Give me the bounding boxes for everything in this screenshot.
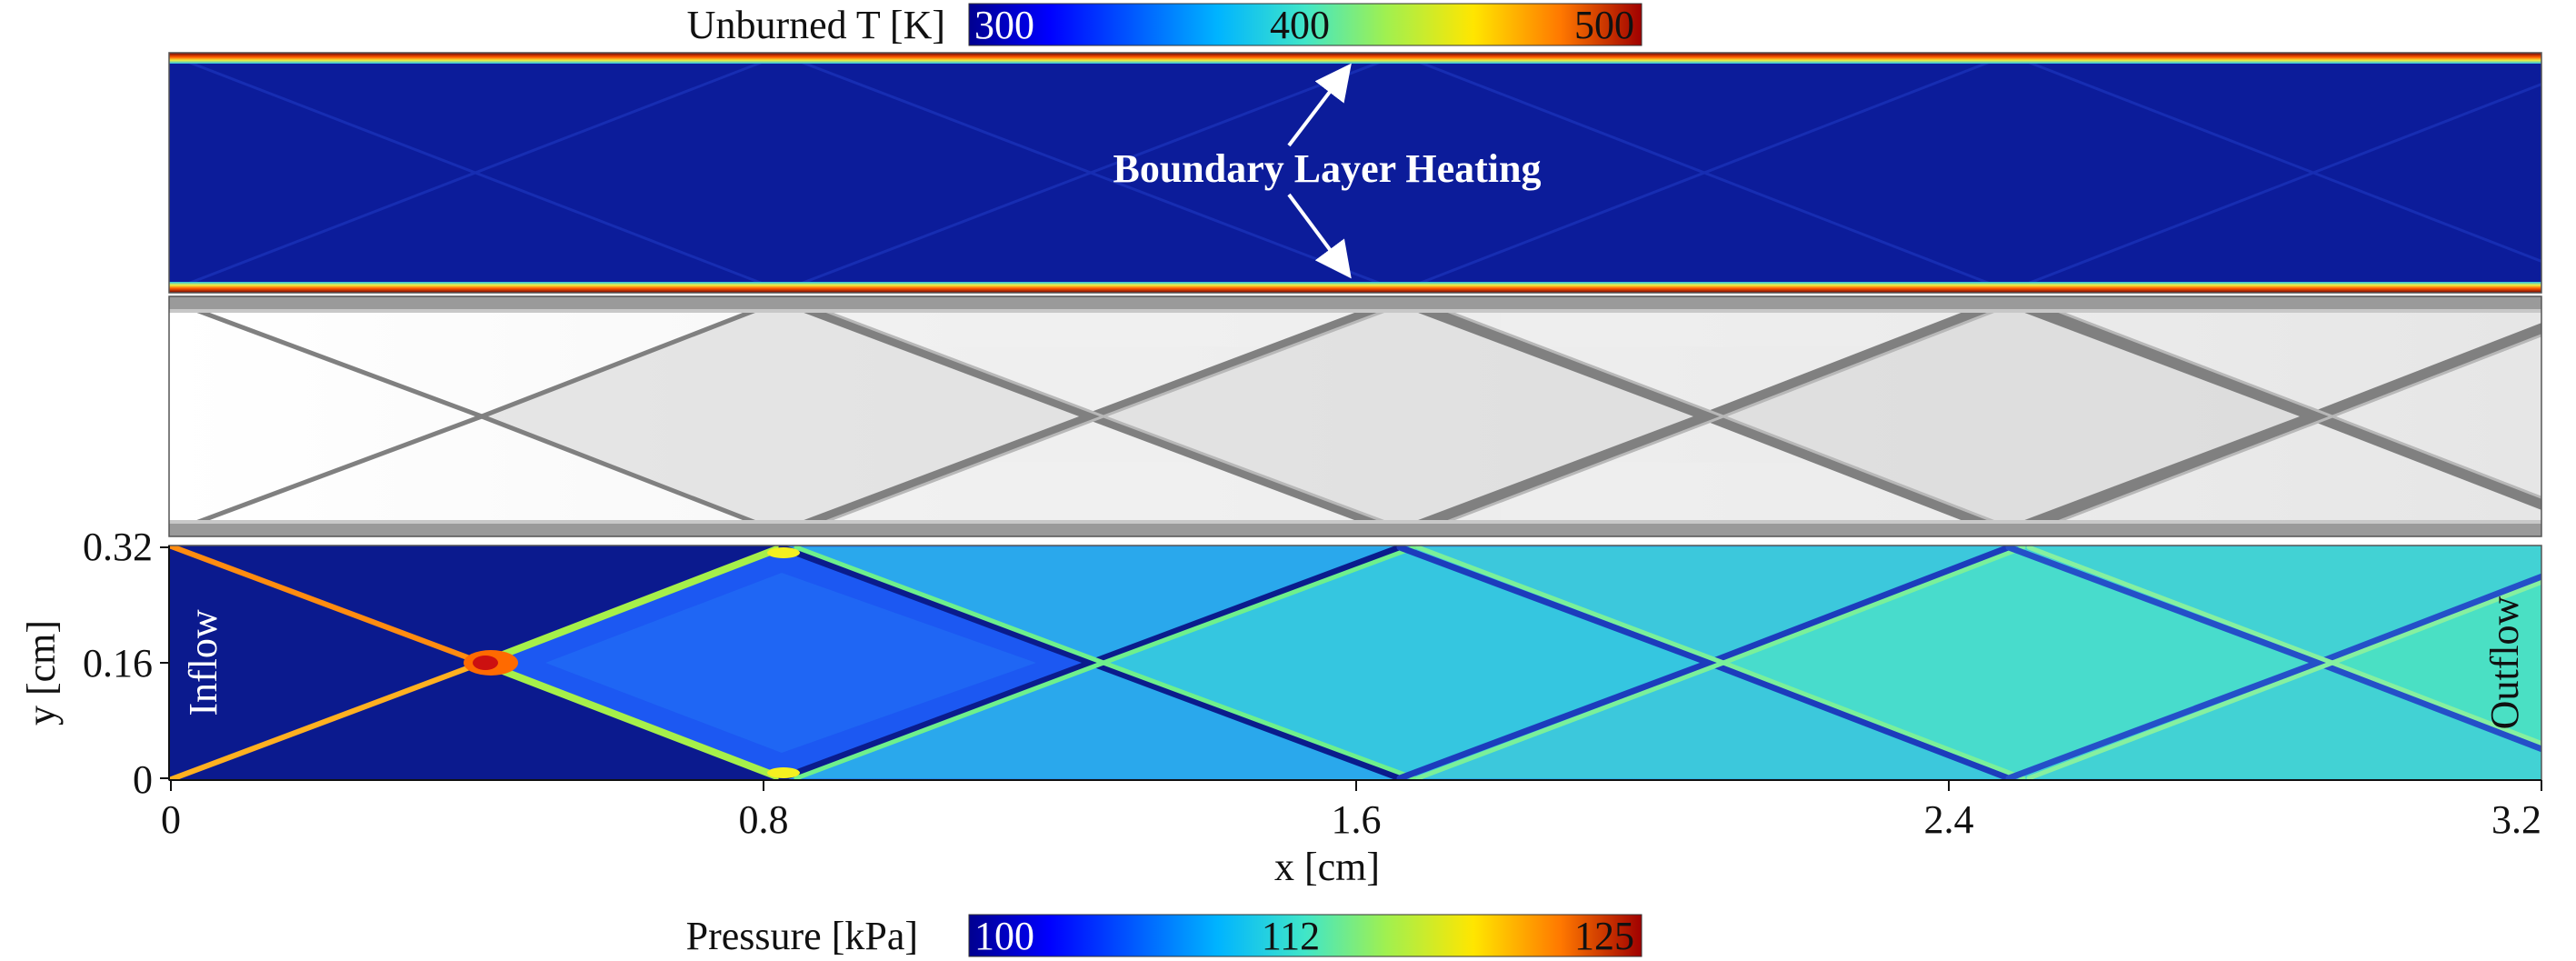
top-colorbar-gradient [968,3,1642,46]
top-colorbar-tick-400: 400 [1270,3,1330,47]
top-wall-heating [169,53,2541,64]
x-tick-3.2: 3.2 [2491,797,2541,842]
temperature-field [169,53,2541,293]
bottom-colorbar-title: Pressure [kPa] [686,914,918,958]
pressure-panel: Inflow Outflow [168,545,2542,781]
y-axis: 0.32 0.16 0 y [cm] [19,525,170,802]
x-tick-2.4: 2.4 [1924,797,1974,842]
annotation-arrow-down [1287,193,1352,279]
top-colorbar: Unburned T [K] 300 400 500 [687,3,1642,47]
boundary-layer-annotation: Boundary Layer Heating [1113,146,1541,191]
schlieren-panel [168,295,2542,537]
temperature-panel: Boundary Layer Heating [168,52,2542,294]
x-tick-1.6: 1.6 [1332,797,1382,842]
x-axis-label: x [cm] [1274,845,1380,889]
y-tick-0.32: 0.32 [83,525,153,569]
bottom-colorbar: Pressure [kPa] 100 112 125 [686,914,1642,958]
inflow-label: Inflow [181,609,225,716]
y-tick-0: 0 [133,757,153,802]
top-colorbar-title: Unburned T [K] [687,3,945,47]
x-axis: 0 0.8 1.6 2.4 3.2 x [cm] [161,779,2542,889]
annotation-arrow-up [1287,63,1352,147]
schlieren-field [169,296,2541,536]
bottom-colorbar-tick-112: 112 [1262,914,1320,958]
pressure-field [169,546,2541,780]
x-tick-0: 0 [161,797,181,842]
top-colorbar-tick-500: 500 [1574,3,1634,47]
bottom-wall-heating [169,282,2541,293]
y-tick-0.16: 0.16 [83,641,153,686]
top-colorbar-tick-300: 300 [974,3,1034,47]
bottom-colorbar-tick-100: 100 [974,914,1034,958]
x-tick-0.8: 0.8 [739,797,789,842]
y-axis-label: y [cm] [19,620,64,726]
bottom-colorbar-gradient [968,914,1642,957]
outflow-label: Outflow [2482,596,2527,729]
bottom-colorbar-tick-125: 125 [1574,914,1634,958]
